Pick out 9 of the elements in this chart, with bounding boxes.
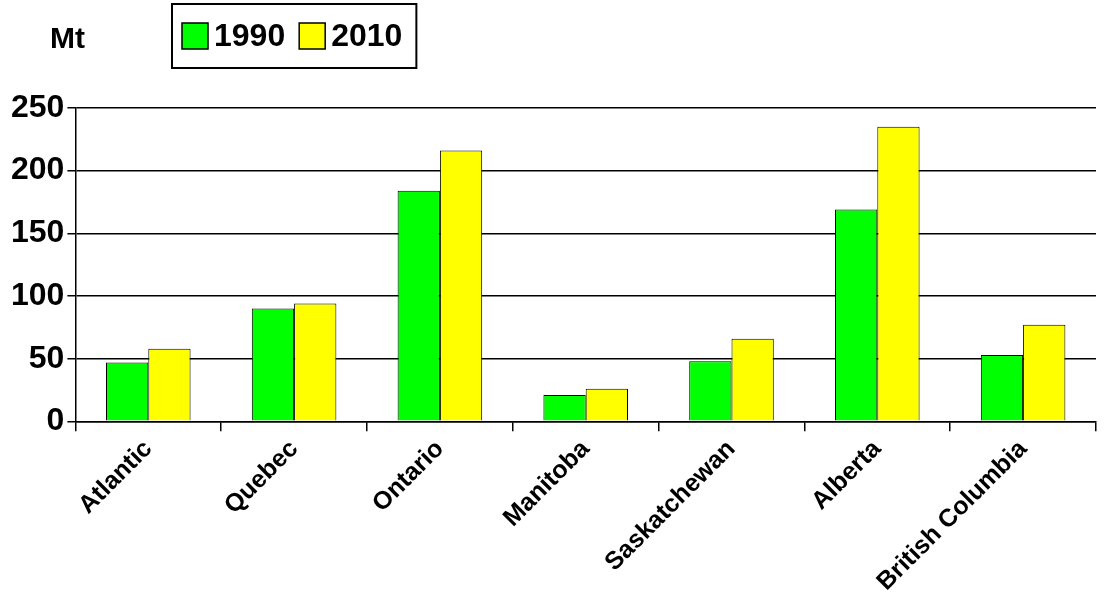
y-tick-label: 50 bbox=[28, 338, 65, 375]
y-tick-label: 150 bbox=[11, 213, 65, 250]
legend-label: 2010 bbox=[331, 16, 403, 53]
y-tick-label: 250 bbox=[11, 87, 65, 124]
legend-label: 1990 bbox=[214, 16, 286, 53]
y-tick-label: 200 bbox=[11, 150, 65, 187]
y-axis-title: Mt bbox=[50, 21, 85, 55]
y-tick-label: 0 bbox=[46, 401, 65, 438]
y-tick-label: 100 bbox=[11, 275, 65, 312]
